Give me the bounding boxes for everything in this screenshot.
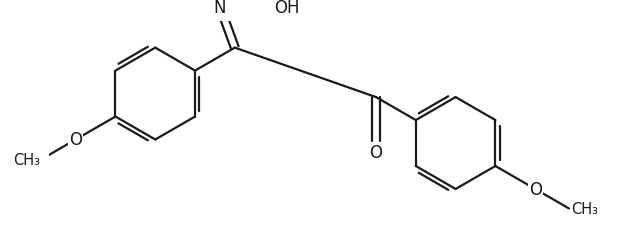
Text: CH₃: CH₃: [571, 201, 598, 216]
Text: O: O: [69, 131, 82, 149]
Text: CH₃: CH₃: [13, 152, 40, 167]
Text: OH: OH: [274, 0, 300, 17]
Text: N: N: [214, 0, 226, 17]
Text: O: O: [369, 144, 383, 162]
Text: O: O: [529, 180, 541, 198]
